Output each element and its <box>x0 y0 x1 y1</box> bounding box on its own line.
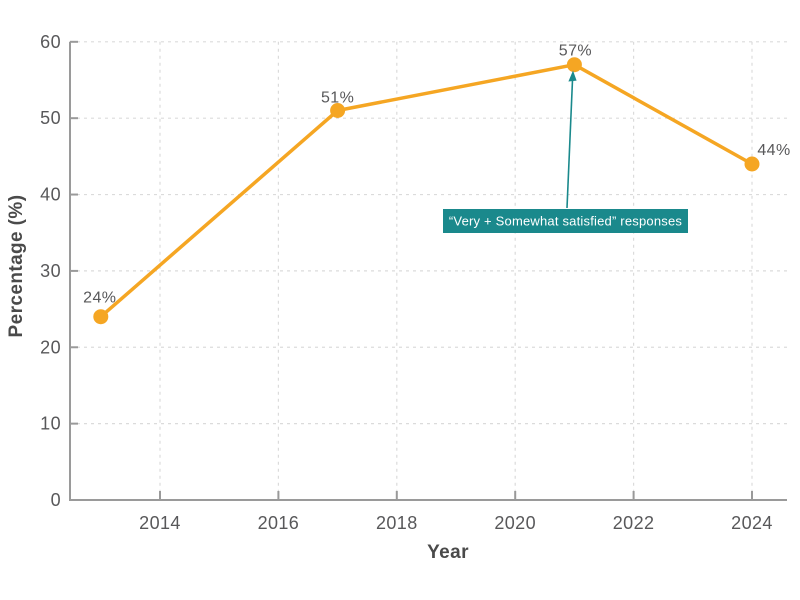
annotation-text: “Very + Somewhat satisfied” responses <box>449 214 682 229</box>
point-value-label: 24% <box>83 290 116 307</box>
series-line <box>99 62 754 319</box>
point-value-label: 57% <box>559 43 592 60</box>
axes <box>69 40 787 501</box>
annotation-box <box>443 209 688 233</box>
data-point <box>566 57 582 73</box>
y-tick-label: 40 <box>40 185 61 205</box>
y-tick-label: 20 <box>40 337 61 357</box>
annotation-arrow-line <box>566 79 574 209</box>
y-tick-label: 0 <box>51 490 61 510</box>
x-tick-label: 2020 <box>494 513 536 533</box>
data-point <box>744 156 760 172</box>
y-tick-label: 30 <box>40 261 61 281</box>
gridlines <box>70 41 787 500</box>
y-tick-label: 10 <box>40 414 61 434</box>
x-tick-label: 2014 <box>139 513 181 533</box>
point-labels: 24% 51% 57% 44% <box>83 43 790 307</box>
x-axis-title: Year <box>427 542 469 563</box>
annotation-callout: “Very + Somewhat satisfied” responses <box>443 70 688 233</box>
data-point <box>93 309 109 325</box>
x-tick-label: 2018 <box>376 513 418 533</box>
data-series <box>93 57 760 325</box>
annotation-arrowhead <box>568 70 577 82</box>
point-value-label: 51% <box>321 90 354 107</box>
tick-labels: 0 10 20 30 40 50 60 2014 2016 2018 2020 2022 2024 <box>40 32 773 533</box>
y-tick-label: 50 <box>40 108 61 128</box>
data-point <box>330 103 346 118</box>
x-tick-label: 2024 <box>731 513 773 533</box>
x-tick-label: 2022 <box>613 513 655 533</box>
y-axis-title: Percentage (%) <box>6 195 27 338</box>
x-tick-label: 2016 <box>258 513 300 533</box>
y-tick-label: 60 <box>40 32 61 52</box>
point-value-label: 44% <box>757 142 790 159</box>
